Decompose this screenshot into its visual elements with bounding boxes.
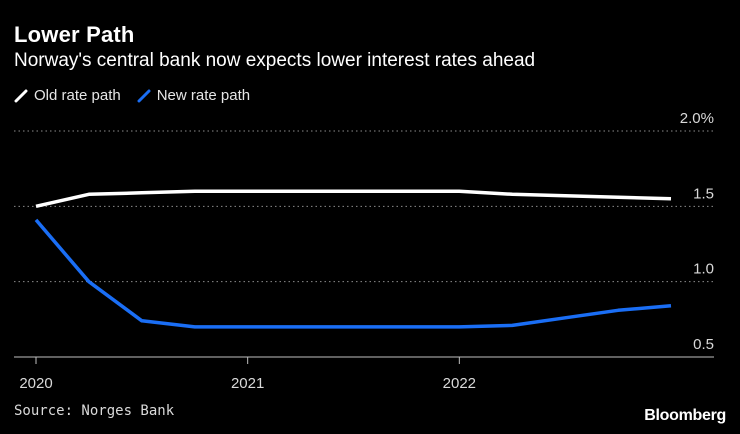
brand-logo: Bloomberg [644, 407, 726, 424]
legend-item-old-rate-path: Old rate path [14, 87, 121, 104]
x-tick-label: 2020 [19, 375, 52, 392]
chart-title: Lower Path [14, 22, 135, 47]
legend-item-new-rate-path: New rate path [137, 87, 250, 104]
y-tick-label: 1.0 [693, 261, 714, 278]
y-tick-label: 0.5 [693, 336, 714, 353]
x-tick-label: 2022 [443, 375, 476, 392]
x-tick-label: 2021 [231, 375, 264, 392]
series-line-old-rate-path [35, 189, 672, 209]
legend-swatch-new-icon [137, 89, 151, 102]
chart-subtitle: Norway's central bank now expects lower … [14, 50, 536, 71]
legend: Old rate path New rate path [14, 87, 266, 104]
y-tick-label: 2.0% [680, 110, 714, 127]
legend-label-new-rate-path: New rate path [156, 87, 251, 104]
series-line-new-rate-path [34, 218, 672, 329]
legend-label-old-rate-path: Old rate path [34, 87, 121, 104]
source-note: Source: Norges Bank [14, 403, 175, 419]
y-tick-label: 1.5 [693, 185, 714, 202]
legend-swatch-old-icon [14, 89, 28, 102]
